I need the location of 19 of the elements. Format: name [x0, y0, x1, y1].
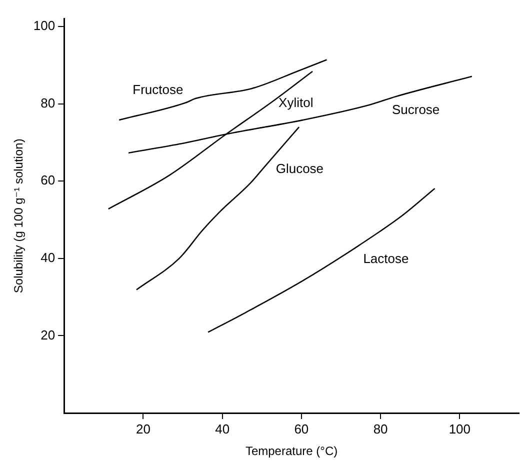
- y-tick-label: 100: [33, 18, 56, 34]
- y-tick-label: 20: [40, 327, 56, 342]
- series-label: Lactose: [363, 250, 409, 266]
- x-tick-label: 20: [136, 421, 150, 436]
- x-tick-label: 40: [215, 421, 230, 436]
- y-tick-label: 60: [40, 172, 56, 188]
- series-label: Fructose: [132, 82, 184, 98]
- series-label: Glucose: [276, 160, 324, 176]
- x-axis-title: Temperature (°C): [245, 444, 338, 458]
- line-series: [118, 59, 328, 121]
- y-tick-label: 80: [40, 95, 56, 110]
- x-tick-label: 60: [294, 421, 309, 436]
- series-label: Xylitol: [278, 95, 314, 110]
- y-axis-title: Solubility (g 100 g⁻¹ solution): [12, 138, 26, 294]
- x-tick-label: 80: [373, 421, 388, 436]
- x-tick-label: 100: [448, 421, 471, 436]
- y-tick-label: 40: [40, 250, 56, 265]
- series-label: Sucrose: [392, 102, 440, 118]
- line-series: [207, 188, 436, 333]
